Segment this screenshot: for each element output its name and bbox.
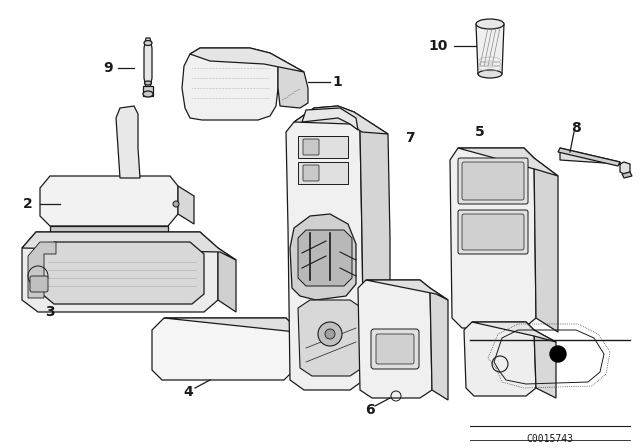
Polygon shape (42, 242, 204, 304)
Polygon shape (152, 318, 296, 380)
Polygon shape (164, 318, 316, 340)
Polygon shape (296, 328, 316, 380)
Polygon shape (560, 148, 630, 174)
Polygon shape (298, 300, 362, 376)
Polygon shape (50, 226, 168, 232)
Text: 5: 5 (475, 125, 485, 139)
Polygon shape (534, 330, 556, 398)
Polygon shape (143, 86, 153, 96)
Polygon shape (302, 108, 358, 130)
Polygon shape (534, 158, 558, 332)
Polygon shape (40, 176, 178, 226)
Polygon shape (464, 322, 536, 396)
Polygon shape (298, 162, 348, 184)
FancyBboxPatch shape (458, 158, 528, 204)
Polygon shape (22, 232, 218, 312)
Text: 3: 3 (45, 305, 55, 319)
Circle shape (550, 346, 566, 362)
Polygon shape (286, 106, 364, 390)
Polygon shape (358, 280, 432, 398)
Circle shape (325, 329, 335, 339)
FancyBboxPatch shape (30, 276, 48, 292)
Text: 9: 9 (104, 61, 113, 75)
Polygon shape (298, 136, 348, 158)
FancyBboxPatch shape (303, 139, 319, 155)
Text: C0015743: C0015743 (527, 434, 573, 444)
Circle shape (318, 322, 342, 346)
FancyBboxPatch shape (303, 165, 319, 181)
Ellipse shape (478, 70, 502, 78)
Polygon shape (270, 53, 308, 108)
Polygon shape (298, 230, 352, 286)
Polygon shape (178, 186, 194, 224)
Polygon shape (558, 148, 620, 166)
FancyBboxPatch shape (462, 214, 524, 250)
Text: 7: 7 (405, 131, 415, 145)
Polygon shape (290, 214, 356, 300)
Polygon shape (144, 38, 152, 88)
Ellipse shape (145, 81, 152, 85)
Polygon shape (476, 24, 504, 74)
Polygon shape (450, 148, 536, 328)
Ellipse shape (144, 40, 152, 46)
Polygon shape (22, 232, 236, 260)
FancyBboxPatch shape (462, 162, 524, 200)
Text: 10: 10 (429, 39, 448, 53)
Circle shape (173, 201, 179, 207)
Text: 2: 2 (23, 197, 33, 211)
Polygon shape (366, 280, 448, 300)
Polygon shape (354, 112, 390, 380)
Polygon shape (458, 148, 558, 176)
FancyBboxPatch shape (371, 329, 419, 369)
Polygon shape (28, 242, 56, 298)
FancyBboxPatch shape (458, 210, 528, 254)
Ellipse shape (476, 19, 504, 29)
Polygon shape (472, 322, 556, 342)
Text: 8: 8 (571, 121, 581, 135)
Text: 1: 1 (332, 75, 342, 89)
Ellipse shape (143, 91, 153, 97)
Polygon shape (218, 248, 236, 312)
Polygon shape (294, 106, 388, 134)
Polygon shape (430, 288, 448, 400)
Polygon shape (190, 48, 304, 72)
Text: 6: 6 (365, 403, 375, 417)
Polygon shape (622, 172, 632, 178)
FancyBboxPatch shape (376, 334, 414, 364)
Polygon shape (116, 106, 140, 178)
Polygon shape (182, 48, 278, 120)
Text: 4: 4 (183, 385, 193, 399)
